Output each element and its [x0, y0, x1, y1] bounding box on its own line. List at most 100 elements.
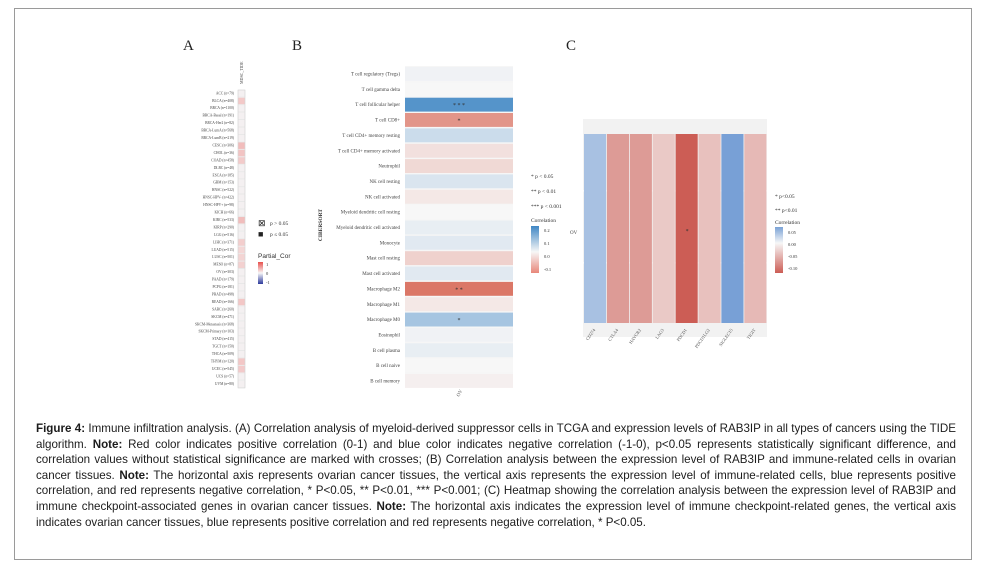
panel-b-row-label: Mast cell resting — [367, 257, 401, 262]
panel-a-heatmap-cell — [237, 372, 246, 381]
panel-a-cancer-label: PRAD (n=498) — [212, 292, 235, 296]
panel-a-heatmap-cell — [237, 171, 246, 179]
panel-a-cancer-label: KIRC (n=533) — [213, 218, 235, 222]
panel-a-heatmap-cell — [237, 223, 246, 232]
panel-a-cancer-label: GBM (n=153) — [213, 181, 234, 185]
panel-b-row-label: T cell regulatory (Tregs) — [351, 73, 400, 78]
panel-a-heatmap-border — [237, 89, 246, 389]
panel-c: C * OV CD274 CTLA4 HAVCR2 LAG3 PDCD1 PDCD1LG2… — [566, 38, 800, 349]
panel-a-colorbar — [258, 262, 263, 284]
figure-panels: A MDSC_TIDE ACC (n=79) BLCA (n=408) BRCA (… — [183, 38, 800, 398]
panel-a-heatmap-cell — [237, 246, 246, 254]
panel-c-sig-note-1: * p<0.05 — [775, 194, 795, 200]
panel-a-cancer-label: ESCA (n=185) — [213, 173, 235, 177]
panel-a-heatmap-cell — [237, 358, 246, 366]
panel-a-cancer-label: PCPG (n=181) — [213, 285, 235, 289]
panel-a-heatmap-cell — [237, 134, 246, 142]
panel-a-cancer-label: HNSC (n=522) — [212, 188, 235, 192]
panel-a-cancer-label: STAD (n=415) — [212, 337, 234, 341]
panel-b-heatmap-cell — [405, 113, 513, 127]
panel-a-heatmap-cell — [237, 208, 246, 217]
panel-a: A MDSC_TIDE ACC (n=79) BLCA (n=408) BRCA (… — [183, 38, 291, 389]
panel-a-heatmap-cell — [237, 328, 246, 336]
panel-b-legend-tick-1: 0.2 — [544, 228, 550, 233]
panel-a-sig-label-1: p > 0.05 — [270, 221, 288, 227]
panel-b-row-label: Mast cell activated — [362, 272, 400, 277]
panel-a-heatmap-cell — [237, 313, 246, 321]
panel-a-cancer-label: LIHC (n=371) — [213, 240, 235, 244]
panel-b-legend-tick-4: -0.1 — [544, 267, 551, 272]
panel-a-cancer-label: BRCA-Her2 (n=82) — [205, 121, 235, 125]
panel-a-heatmap-cell — [237, 104, 246, 113]
panel-b-heatmap-cell — [405, 251, 513, 266]
panel-c-heatmap: * — [584, 134, 767, 323]
panel-b-heatmap-cell — [405, 297, 513, 312]
panel-b-row-label: Eosinophil — [378, 333, 400, 338]
panel-a-legend-tick-2: 0 — [266, 271, 269, 276]
panel-a-heatmap-cell — [237, 127, 246, 135]
panel-b-row-label: Macrophage M1 — [367, 303, 401, 308]
panel-a-cancer-label: SKCM-Metastasis (n=368) — [195, 322, 235, 326]
caption-part-2: Red color indicates positive correlation… — [36, 437, 956, 482]
panel-c-gene-label: LAG3 — [654, 327, 665, 340]
panel-a-heatmap-cell — [237, 350, 246, 358]
panel-b-legend-tick-2: 0.1 — [544, 241, 550, 246]
panel-c-legend-tick-3: -0.05 — [788, 254, 798, 259]
panel-c-letter: C — [566, 38, 576, 54]
panel-b-sig-note-1: * p < 0.05 — [531, 174, 554, 180]
panel-a-cancer-label: PAAD (n=179) — [212, 278, 235, 282]
panel-a-cancer-label: DLBC (n=48) — [214, 166, 235, 170]
panel-a-heatmap-cell — [237, 343, 246, 351]
panel-a-cancer-label: CHOL (n=36) — [214, 151, 235, 155]
panel-a-cancer-label: LUAD (n=515) — [212, 248, 235, 252]
panel-a-heatmap-cell — [237, 261, 246, 269]
panel-a-heatmap: ACC (n=79) BLCA (n=408) BRCA (n=1100) BRCA-… — [195, 89, 246, 389]
panel-c-heatmap-cell — [744, 134, 767, 323]
panel-b-x-label: OV — [456, 389, 464, 398]
panel-b-significance-stars: * * — [455, 287, 463, 293]
panel-a-letter: A — [183, 38, 194, 54]
panel-b-row-label: Macrophage M0 — [367, 318, 401, 323]
panel-b-colorbar — [531, 226, 539, 273]
panel-c-legend-tick-1: 0.05 — [788, 230, 797, 235]
panel-a-cancer-label: UVM (n=80) — [215, 382, 235, 386]
panel-b-row-label: B cell plasma — [373, 349, 401, 354]
panel-a-sig-label-2: p ≤ 0.05 — [270, 232, 288, 238]
panel-b-heatmap-cell — [405, 174, 513, 189]
caption-part-4: The horizontal axis indicates the expres… — [36, 499, 956, 529]
panel-a-heatmap-cell — [237, 335, 246, 343]
panel-b-heatmap-cell — [405, 67, 513, 81]
panel-b-row-label: Macrophage M2 — [367, 287, 401, 292]
panel-a-cancer-label: MESO (n=87) — [213, 263, 234, 267]
panel-a-heatmap-cell — [237, 305, 246, 314]
caption-note-1: Note: — [92, 437, 123, 451]
panel-a-heatmap-cell — [237, 268, 246, 276]
panel-c-gene-label: CD274 — [585, 327, 597, 341]
panel-b-heatmap-cell — [405, 143, 513, 158]
panel-a-heatmap-cell — [237, 365, 246, 373]
panel-a-heatmap-cell — [237, 97, 246, 105]
panel-b-heatmap-cell — [405, 343, 513, 358]
panel-a-cancer-label: THYM (n=120) — [211, 360, 235, 364]
panel-b-heatmap-cell — [405, 312, 513, 327]
panel-b-heatmap-cell — [405, 281, 513, 296]
panel-c-gene-label: TIGIT — [746, 328, 757, 341]
panel-b-row-label: NK cell resting — [369, 180, 400, 185]
caption-part-3: The horizontal axis represents ovarian c… — [36, 468, 956, 513]
panel-c-heatmap-cell — [675, 134, 698, 323]
panel-a-cancer-label: HNSC-HPV+ (n=98) — [203, 203, 235, 207]
figure-caption: Figure 4: Immune infiltration analysis. … — [36, 421, 956, 530]
panel-a-cancer-label: CESC (n=306) — [213, 144, 235, 148]
panel-a-heatmap-cell — [237, 298, 246, 306]
panel-a-cancer-label: COAD (n=458) — [211, 158, 234, 162]
panel-a-heatmap-cell — [237, 290, 246, 299]
panel-b-row-label: Monocyte — [380, 241, 401, 246]
panel-b: B CIBERSORT T cell regulatory (Tregs)T c… — [292, 38, 562, 398]
panel-b-sig-note-3: *** p < 0.001 — [531, 204, 562, 210]
panel-a-sig-symbol-2: ■ — [258, 229, 263, 239]
panel-a-heatmap-cell — [237, 164, 246, 172]
panel-a-cancer-label: KIRP (n=290) — [213, 225, 234, 229]
panel-a-heatmap-cell — [237, 276, 246, 284]
panel-a-heatmap-cell — [237, 179, 246, 187]
panel-a-cancer-label: HNSC-HPV- (n=422) — [203, 196, 235, 200]
